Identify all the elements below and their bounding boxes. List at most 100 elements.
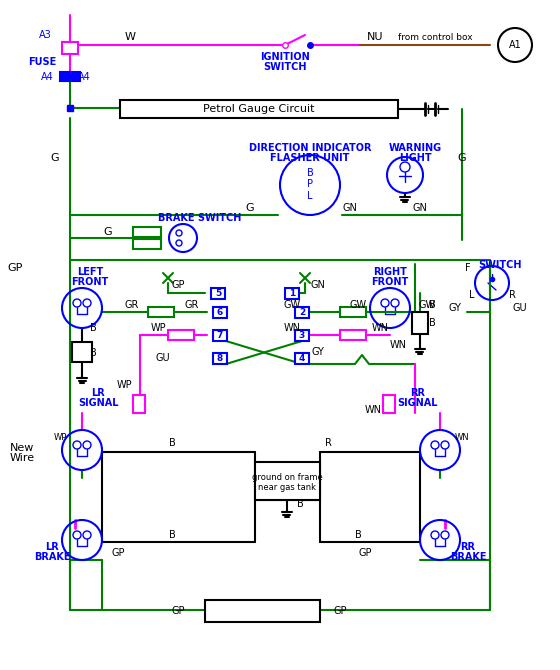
Text: WN: WN <box>455 433 469 442</box>
Text: BRAKE SWITCH: BRAKE SWITCH <box>158 213 242 223</box>
Bar <box>213 352 227 364</box>
Bar <box>133 239 161 249</box>
Text: GP: GP <box>171 606 185 616</box>
Text: 8: 8 <box>217 354 223 362</box>
Text: B: B <box>169 438 175 448</box>
Text: L: L <box>469 290 475 300</box>
Text: B: B <box>297 499 304 509</box>
Text: GP: GP <box>7 263 23 273</box>
Text: GN: GN <box>413 203 427 213</box>
Text: B: B <box>354 530 361 540</box>
Text: NU: NU <box>367 32 383 42</box>
Text: IGNITION: IGNITION <box>260 52 310 62</box>
Bar <box>62 42 78 54</box>
Text: GN: GN <box>343 203 357 213</box>
Text: FUSE: FUSE <box>28 57 56 67</box>
Bar <box>72 342 92 362</box>
Text: A1: A1 <box>508 40 521 50</box>
Text: GW: GW <box>418 300 436 310</box>
Text: B: B <box>428 300 435 310</box>
Text: RIGHT: RIGHT <box>373 267 407 277</box>
Bar <box>383 395 395 413</box>
Text: B: B <box>90 348 96 358</box>
Text: 1: 1 <box>289 289 295 297</box>
Text: SWITCH: SWITCH <box>478 260 522 270</box>
Text: 4: 4 <box>299 354 305 362</box>
Text: GY: GY <box>311 347 324 357</box>
Text: A4: A4 <box>78 72 90 82</box>
Bar <box>213 306 227 318</box>
Text: GP: GP <box>358 548 372 558</box>
Bar <box>295 352 309 364</box>
Text: WN: WN <box>365 405 381 415</box>
Text: WP: WP <box>53 433 67 442</box>
Bar <box>133 227 161 237</box>
Text: GU: GU <box>513 303 528 313</box>
Text: WARNING: WARNING <box>389 143 442 153</box>
Text: GY: GY <box>449 303 461 313</box>
Text: DIRECTION INDICATOR: DIRECTION INDICATOR <box>249 143 371 153</box>
Text: FRONT: FRONT <box>71 277 109 287</box>
Text: from control box: from control box <box>398 33 472 42</box>
Text: LIGHT: LIGHT <box>399 153 431 163</box>
Bar <box>148 307 174 317</box>
Text: BRAKE: BRAKE <box>450 552 486 562</box>
Text: WP: WP <box>150 323 166 333</box>
Text: 6: 6 <box>217 308 223 316</box>
Text: P: P <box>307 179 313 189</box>
Text: 3: 3 <box>299 330 305 340</box>
Text: 5: 5 <box>215 289 221 297</box>
Bar <box>340 330 366 340</box>
Bar <box>213 330 227 340</box>
Bar <box>205 600 320 622</box>
Bar <box>295 306 309 318</box>
Text: SWITCH: SWITCH <box>263 62 307 72</box>
Text: FRONT: FRONT <box>371 277 409 287</box>
Text: WP: WP <box>116 380 132 390</box>
Text: GP: GP <box>111 548 125 558</box>
Text: F: F <box>465 263 471 273</box>
Text: GP: GP <box>171 280 185 290</box>
Bar <box>412 312 428 334</box>
Text: W: W <box>124 32 136 42</box>
Bar <box>168 330 194 340</box>
Text: Wire: Wire <box>10 453 35 463</box>
Text: GW: GW <box>283 300 301 310</box>
Text: LR: LR <box>91 388 105 398</box>
Text: G: G <box>104 227 113 237</box>
Text: WN: WN <box>390 340 407 350</box>
Text: 2: 2 <box>299 308 305 316</box>
Text: 7: 7 <box>217 330 223 340</box>
Bar <box>255 462 320 500</box>
Text: G: G <box>246 203 254 213</box>
Text: B: B <box>90 323 96 333</box>
Bar <box>133 395 145 413</box>
Text: Petrol Gauge Circuit: Petrol Gauge Circuit <box>203 104 315 114</box>
Text: SIGNAL: SIGNAL <box>78 398 118 408</box>
Text: LEFT: LEFT <box>77 267 103 277</box>
Text: RR: RR <box>410 388 426 398</box>
Bar <box>285 287 299 299</box>
Text: SIGNAL: SIGNAL <box>398 398 438 408</box>
Text: ground on frame: ground on frame <box>251 472 323 482</box>
Text: B: B <box>169 530 175 540</box>
Text: LR: LR <box>45 542 59 552</box>
Text: GN: GN <box>311 280 325 290</box>
Text: RR: RR <box>460 542 475 552</box>
Bar <box>295 330 309 340</box>
Bar <box>120 100 398 118</box>
Text: R: R <box>508 290 515 300</box>
Bar <box>211 287 225 299</box>
Text: FLASHER UNIT: FLASHER UNIT <box>270 153 349 163</box>
Text: A4: A4 <box>41 72 53 82</box>
Text: A3: A3 <box>39 30 52 40</box>
Text: B: B <box>307 168 314 178</box>
Text: WN: WN <box>283 323 301 333</box>
Text: GR: GR <box>185 300 199 310</box>
Text: L: L <box>307 191 312 201</box>
Text: GU: GU <box>156 353 170 363</box>
Text: G: G <box>458 153 466 163</box>
Text: BRAKE: BRAKE <box>34 552 70 562</box>
Text: New: New <box>10 443 34 453</box>
Bar <box>340 307 366 317</box>
